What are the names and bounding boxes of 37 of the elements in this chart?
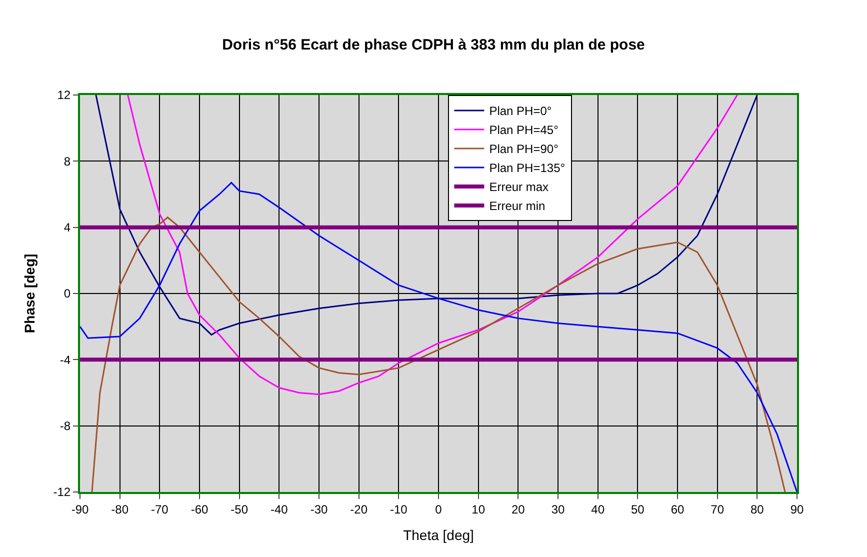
y-tick-label: -8 [60, 419, 71, 434]
x-tick-label: 60 [670, 502, 684, 516]
y-tick-label: 8 [64, 154, 71, 168]
x-axis-title: Theta [deg] [403, 527, 474, 544]
x-tick-label: -70 [151, 502, 169, 516]
x-tick-label: 50 [630, 502, 645, 516]
y-tick-label: 0 [64, 286, 71, 301]
x-tick-label: 30 [551, 502, 565, 516]
x-tick-label: -50 [230, 502, 248, 516]
legend-label: Erreur min [489, 199, 546, 214]
x-tick-label: -80 [111, 502, 129, 516]
x-tick-label: 90 [790, 502, 804, 516]
chart-title: Doris n°56 Ecart de phase CDPH à 383 mm du plan de pose [222, 36, 645, 54]
x-tick-label: -30 [310, 502, 328, 516]
y-axis-title: Phase [deg] [21, 254, 38, 334]
x-tick-label: -60 [190, 502, 208, 516]
legend-label: Plan PH=0° [489, 104, 552, 118]
y-tick-label: 12 [57, 88, 71, 102]
x-tick-label: -10 [390, 502, 408, 516]
x-tick-label: 0 [435, 502, 442, 516]
legend-label: Plan PH=135° [489, 161, 566, 176]
legend-label: Plan PH=45° [489, 123, 559, 138]
line-series [127, 95, 738, 396]
x-tick-label: 20 [511, 502, 526, 516]
x-tick-label: 40 [591, 502, 605, 516]
y-tick-label: 4 [64, 220, 71, 235]
x-tick-label: 80 [750, 502, 764, 516]
legend-label: Erreur max [489, 180, 549, 194]
x-tick-label: -20 [350, 502, 368, 516]
x-tick-label: -40 [270, 502, 288, 516]
legend-label: Plan PH=90° [489, 142, 559, 156]
x-tick-label: -90 [71, 502, 89, 516]
line-series [95, 95, 758, 336]
y-tick-label: -12 [53, 485, 71, 500]
x-tick-label: 70 [710, 502, 724, 516]
x-tick-label: 10 [472, 502, 486, 516]
y-tick-label: -4 [60, 352, 71, 367]
